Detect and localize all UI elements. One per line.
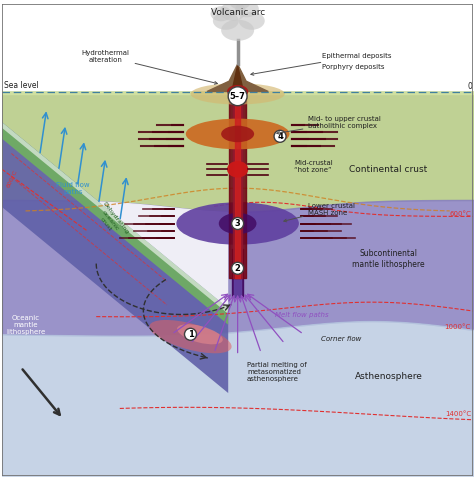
Text: 1400°C: 1400°C [445,411,471,418]
Text: 5–7: 5–7 [230,92,246,101]
Polygon shape [207,64,268,92]
Polygon shape [2,122,228,393]
Ellipse shape [220,2,246,21]
Ellipse shape [191,83,285,105]
Text: Subcontinental
mantle lithosphere: Subcontinental mantle lithosphere [352,249,425,268]
Polygon shape [233,66,242,87]
Text: Porphyry deposits: Porphyry deposits [322,64,385,70]
Polygon shape [99,201,228,308]
Text: Volcanic arc: Volcanic arc [210,8,265,17]
Text: 0: 0 [467,82,472,91]
Text: 4: 4 [277,132,283,141]
Text: 1000°C: 1000°C [445,324,471,330]
Ellipse shape [213,12,239,30]
Text: Continental crust: Continental crust [349,165,428,174]
Polygon shape [2,122,228,324]
Text: Epithermal deposits: Epithermal deposits [251,53,392,75]
Text: Fluid flow
paths: Fluid flow paths [56,181,90,195]
Text: 600°C: 600°C [449,211,471,217]
Text: 2: 2 [235,264,241,273]
Text: Oceanic
mantle
lithosphere: Oceanic mantle lithosphere [6,315,45,335]
Ellipse shape [210,6,232,21]
Text: Melt flow paths: Melt flow paths [275,312,329,318]
Ellipse shape [227,85,248,98]
Text: Dehydrating
oceanic
crust: Dehydrating oceanic crust [92,201,129,242]
Ellipse shape [235,1,259,17]
Ellipse shape [176,202,299,245]
Ellipse shape [149,320,232,353]
Ellipse shape [186,119,290,149]
Ellipse shape [221,126,254,142]
Text: 600°C: 600°C [6,169,18,189]
Text: Lower crustal
MASH zone: Lower crustal MASH zone [284,203,356,222]
Text: Partial melting of
metasomatized
asthenosphere: Partial melting of metasomatized astheno… [247,362,307,382]
Text: Corner flow: Corner flow [321,336,362,342]
Ellipse shape [219,213,256,234]
Text: 1: 1 [188,330,193,339]
Text: 3: 3 [235,219,240,228]
Text: Mid-crustal
“hot zone”: Mid-crustal “hot zone” [294,160,333,173]
Ellipse shape [221,20,254,41]
Text: Asthenosphere: Asthenosphere [355,372,422,381]
Ellipse shape [229,0,251,10]
Ellipse shape [239,12,265,30]
Text: Hydrothermal
alteration: Hydrothermal alteration [82,49,218,84]
Ellipse shape [227,161,248,178]
Ellipse shape [177,324,223,344]
Text: Mid- to upper crustal
batholithic complex: Mid- to upper crustal batholithic comple… [277,116,381,134]
Polygon shape [2,122,228,314]
Text: Sea level: Sea level [4,81,39,90]
